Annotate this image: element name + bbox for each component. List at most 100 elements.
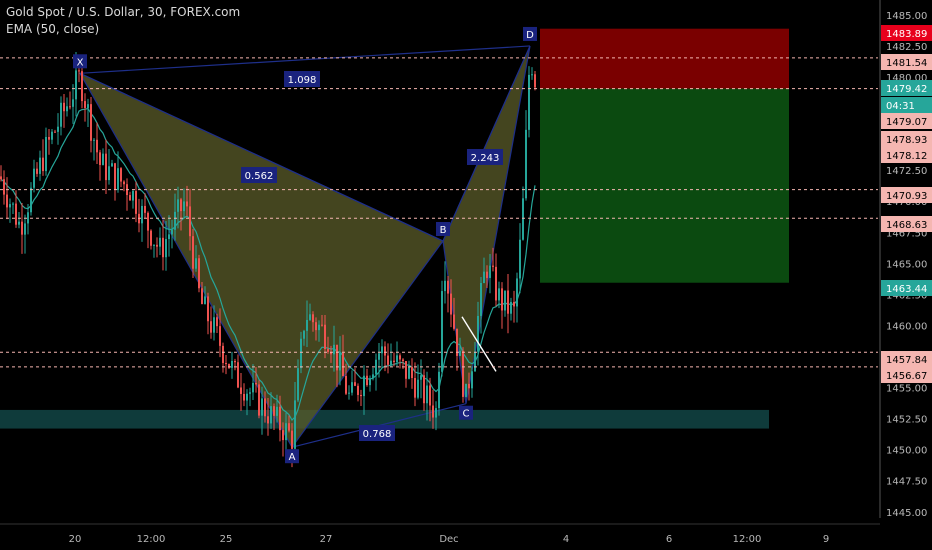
candle-body (6, 194, 8, 208)
candle-body (420, 375, 422, 380)
candle-body (15, 203, 17, 225)
candle-body (18, 221, 20, 225)
candle-body (87, 104, 89, 108)
candle-body (114, 163, 116, 190)
candle-body (84, 101, 86, 108)
candle-body (336, 344, 338, 371)
candle-body (285, 423, 287, 441)
candle-body (489, 265, 491, 278)
candle-body (522, 198, 524, 240)
candle-body (450, 293, 452, 315)
candle-body (276, 406, 278, 416)
price-tick-label: 1450.00 (886, 446, 927, 457)
candle-body (153, 244, 155, 246)
trend-line (461, 316, 497, 372)
time-tick-label: 12:00 (137, 534, 166, 545)
candle-body (519, 239, 521, 279)
candle-body (411, 367, 413, 379)
pattern-point-box (73, 54, 87, 69)
candle-body (195, 258, 197, 269)
candle-body (405, 361, 407, 379)
candle-body (24, 223, 26, 235)
time-tick-label: Dec (439, 534, 458, 545)
candle-body (21, 221, 23, 235)
price-label-box (881, 131, 932, 147)
candle-body (339, 352, 341, 371)
price-label: 1479.42 (886, 84, 927, 95)
candle-body (513, 301, 515, 307)
pattern-line-xd (79, 45, 531, 74)
candle-body (9, 204, 11, 208)
candle-body (327, 349, 329, 352)
candle-body (168, 234, 170, 240)
candle-body (453, 314, 455, 329)
price-label-box (881, 54, 932, 70)
candle-body (267, 416, 269, 424)
candle-body (240, 387, 242, 394)
candle-body (357, 385, 359, 395)
candle-body (141, 205, 143, 224)
candle-body (213, 317, 215, 333)
ratio-label-box (359, 425, 395, 441)
price-label: 1463.44 (886, 284, 927, 295)
price-label: 04:31 (886, 101, 915, 112)
candle-body (441, 291, 443, 372)
price-label-box (881, 216, 932, 232)
pattern-point-box (459, 405, 473, 420)
price-label-box (881, 25, 932, 41)
candle-body (198, 258, 200, 289)
take-profit-zone (540, 88, 789, 283)
candle-body (36, 168, 38, 174)
candle-body (324, 324, 326, 350)
candle-body (318, 324, 320, 331)
candle-body (78, 70, 80, 72)
candle-body (333, 344, 335, 355)
candle-body (120, 168, 122, 182)
candle-body (186, 201, 188, 207)
price-tick-label: 1485.00 (886, 11, 927, 22)
candle-body (372, 374, 374, 379)
candle-body (300, 338, 302, 369)
candle-body (291, 430, 293, 449)
price-label: 1479.07 (886, 117, 927, 128)
candle-body (525, 129, 527, 199)
candle-body (393, 360, 395, 363)
price-label: 1478.93 (886, 135, 927, 146)
candle-body (423, 375, 425, 404)
candle-body (486, 271, 488, 278)
candle-body (312, 314, 314, 323)
candle-body (471, 371, 473, 389)
price-label-box (881, 147, 932, 163)
candle-body (360, 394, 362, 397)
candle-body (465, 383, 467, 397)
candle-body (54, 131, 56, 133)
candle-body (516, 278, 518, 307)
ratio-label: 0.768 (363, 429, 392, 440)
candle-body (315, 322, 317, 331)
candle-body (111, 163, 113, 167)
candle-body (399, 355, 401, 360)
candle-body (456, 328, 458, 356)
price-tick-label: 1480.00 (886, 73, 927, 84)
candle-body (408, 367, 410, 379)
candle-body (342, 352, 344, 376)
price-label: 1456.67 (886, 371, 927, 382)
pattern-point-box (523, 26, 537, 41)
candle-body (108, 166, 110, 181)
candle-body (177, 199, 179, 212)
candle-body (378, 353, 380, 360)
candle-body (207, 296, 209, 322)
candle-body (444, 280, 446, 292)
candle-body (75, 70, 77, 100)
candle-body (534, 74, 536, 88)
candle-body (330, 351, 332, 355)
candle-body (435, 408, 437, 418)
ratio-label: 0.562 (245, 171, 274, 182)
price-tick-label: 1452.50 (886, 415, 927, 426)
price-tick-label: 1467.50 (886, 228, 927, 239)
price-label: 1478.12 (886, 151, 927, 162)
candle-body (384, 346, 386, 356)
candle-body (417, 379, 419, 398)
candle-body (483, 271, 485, 283)
